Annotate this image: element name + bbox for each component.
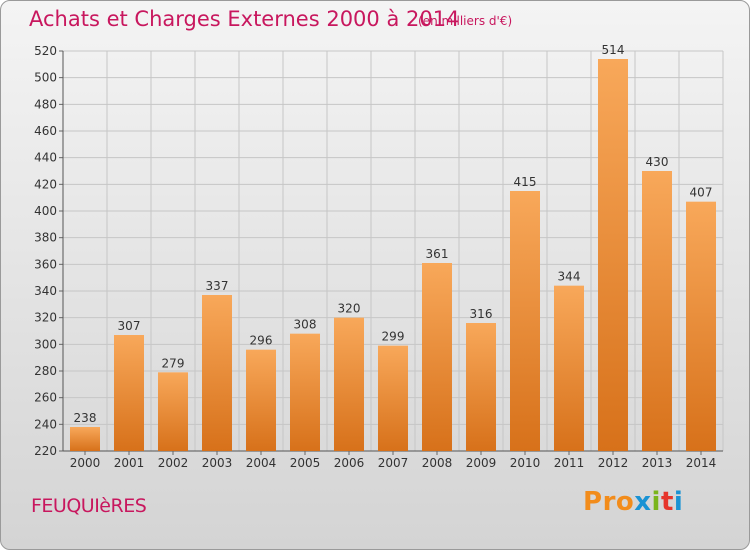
value-label-2003: 337 [206,279,229,293]
value-label-2004: 296 [250,334,273,348]
x-tick-label-2010: 2010 [510,456,541,470]
bar-2002 [158,372,188,451]
chart-title: Achats et Charges Externes 2000 à 2014 [29,7,460,31]
value-label-2001: 307 [118,319,141,333]
bar-2004 [246,349,276,451]
x-tick-label-2012: 2012 [598,456,629,470]
y-tick-label: 440 [34,151,57,165]
logo-letter: i [651,487,661,517]
logo-letter: o [615,487,635,517]
y-tick-label: 460 [34,124,57,138]
bar-2005 [290,333,320,451]
bar-2000 [70,427,100,451]
value-label-2006: 320 [338,302,361,316]
y-tick-label: 240 [34,417,57,431]
value-label-2009: 316 [470,307,493,321]
bar-2003 [202,295,232,451]
bars [70,59,716,451]
value-label-2002: 279 [162,356,185,370]
y-tick-label: 500 [34,71,57,85]
y-tick-label: 340 [34,284,57,298]
logo-letter: t [660,487,674,517]
x-tick-label-2009: 2009 [466,456,497,470]
bar-2007 [378,345,408,451]
value-label-2010: 415 [514,175,537,189]
chart-subtitle: (en milliers d'€) [418,14,513,28]
x-tick-label-2005: 2005 [290,456,321,470]
x-tick-label-2006: 2006 [334,456,365,470]
x-tick-label-2003: 2003 [202,456,233,470]
value-label-2005: 308 [294,318,317,332]
x-tick-label-2014: 2014 [686,456,717,470]
logo-letter: i [673,487,684,517]
x-tick-label-2000: 2000 [70,456,101,470]
bar-2006 [334,317,364,451]
value-label-2000: 238 [74,411,97,425]
value-label-2014: 407 [690,186,713,200]
bar-2012 [598,59,628,451]
value-label-2007: 299 [382,330,405,344]
bar-2001 [114,335,144,451]
x-tick-label-2004: 2004 [246,456,277,470]
y-tick-label: 400 [34,204,57,218]
x-tick-label-2002: 2002 [158,456,189,470]
logo-letter: P [583,487,603,517]
bar-2013 [642,171,672,451]
y-tick-label: 480 [34,97,57,111]
bar-2014 [686,201,716,451]
bar-2011 [554,285,584,451]
commune-name: FEUQUIèRES [31,495,147,517]
y-tick-label: 420 [34,177,57,191]
bar-2009 [466,323,496,451]
x-tick-label-2008: 2008 [422,456,453,470]
y-tick-label: 320 [34,311,57,325]
value-label-2008: 361 [426,247,449,261]
labels: 220 240 260 280 300 320 340 360 380 400 420 440 460 4… [34,43,716,470]
value-label-2012: 514 [602,43,625,57]
y-tick-label: 260 [34,391,57,405]
value-label-2013: 430 [646,155,669,169]
logo-letter: r [602,487,616,517]
x-tick-label-2007: 2007 [378,456,409,470]
value-label-2011: 344 [558,270,581,284]
x-tick-label-2011: 2011 [554,456,585,470]
proxiti-logo: Proxiti [583,487,683,517]
y-tick-label: 360 [34,257,57,271]
y-tick-label: 520 [34,44,57,58]
y-tick-label: 220 [34,444,57,458]
bar-2010 [510,191,540,451]
x-tick-label-2001: 2001 [114,456,145,470]
x-tick-label-2013: 2013 [642,456,673,470]
y-tick-label: 380 [34,231,57,245]
y-tick-label: 280 [34,364,57,378]
bar-2008 [422,263,452,451]
y-tick-label: 300 [34,337,57,351]
logo-letter: x [634,487,652,517]
